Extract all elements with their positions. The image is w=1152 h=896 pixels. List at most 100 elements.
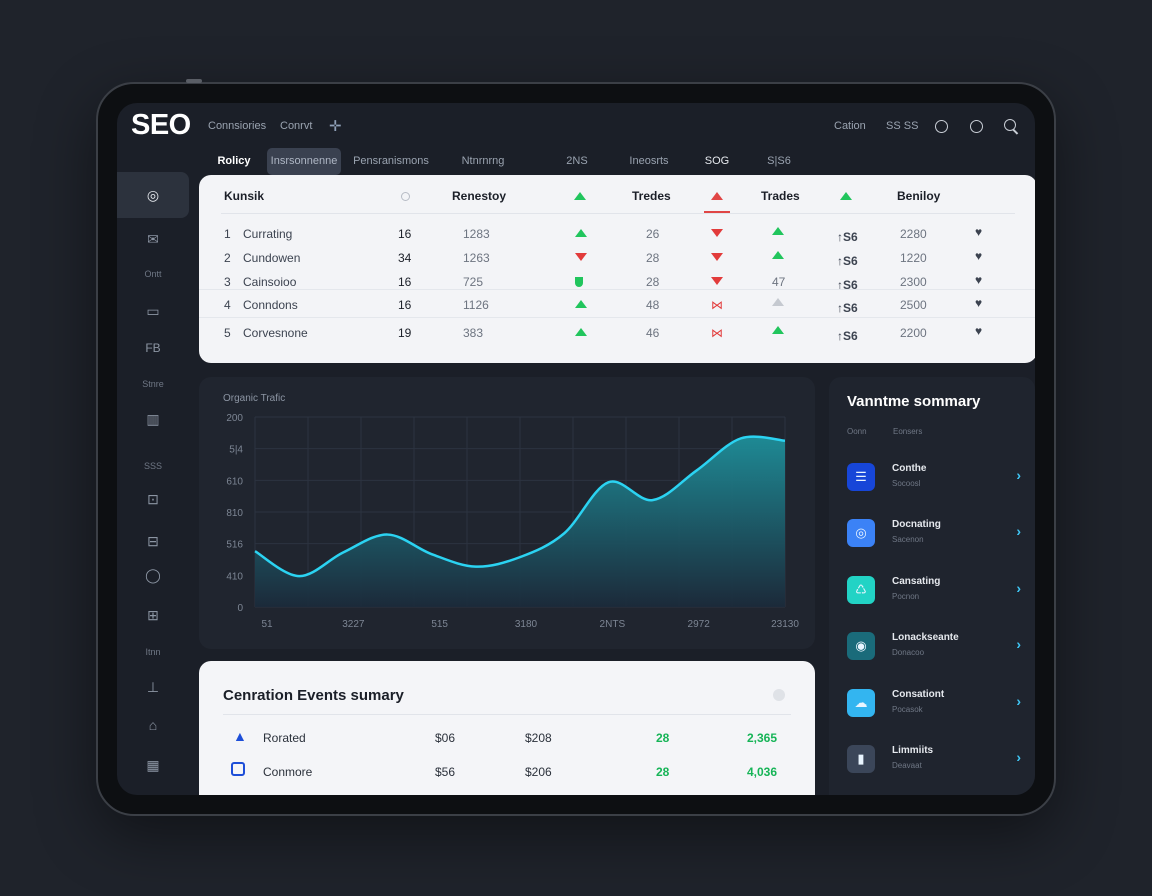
events-summary-card: Cenration Events sumary ▲ Rorated $06 $2…: [199, 661, 815, 795]
sidebar-item-itnn[interactable]: Itnn: [145, 647, 161, 657]
sidebar-item-box[interactable]: ⊡: [117, 491, 189, 508]
sidebar-item-home[interactable]: ⌂: [117, 717, 189, 733]
volume: 1263: [463, 251, 490, 265]
chevron-right-icon[interactable]: ›: [1016, 467, 1021, 483]
chevron-right-icon[interactable]: ›: [1016, 523, 1021, 539]
heart-icon[interactable]: ♥: [975, 249, 983, 263]
sidebar-item-ontt[interactable]: Ontt: [144, 269, 162, 279]
heart-icon[interactable]: ♥: [975, 225, 983, 239]
position: 16: [398, 275, 412, 289]
position: 16: [398, 298, 412, 312]
keyword-name: Currating: [243, 227, 293, 241]
summary-item-desc: Deavaat: [892, 761, 922, 770]
table-row[interactable]: 4 Conndons 16 1126 48 ⋈ ↑S6 2500 ♥: [199, 289, 1035, 317]
summary-item[interactable]: ☁ Consationt Pocasok ›: [847, 683, 1027, 727]
tab-rolicy[interactable]: Rolicy: [217, 155, 251, 167]
summary-item[interactable]: ◎ Docnating Sacenon ›: [847, 513, 1027, 557]
table-row[interactable]: 3 Cainsoioo 16 725 28 47 ↑S6 2300 ♥: [199, 267, 1035, 295]
chart-icon: ⊞: [147, 607, 159, 623]
sidebar-item-stnre[interactable]: Stnre: [142, 379, 164, 389]
chevron-right-icon[interactable]: ›: [1016, 580, 1021, 596]
header-link-cation[interactable]: Cation: [834, 120, 866, 132]
x-tick-label: 2NTS: [600, 619, 626, 630]
heart-icon[interactable]: ♥: [975, 324, 983, 338]
header-link-ss[interactable]: SS SS: [886, 120, 919, 132]
col-header-renestoy[interactable]: Renestoy: [452, 189, 507, 203]
event-value-a: $56: [435, 765, 456, 779]
y-tick-label: 610: [226, 476, 243, 487]
chevron-right-icon[interactable]: ›: [1016, 636, 1021, 652]
x-tick-label: 3227: [342, 619, 365, 630]
summary-item[interactable]: ☰ Conthe Socoosl ›: [847, 457, 1027, 501]
col-header-trades[interactable]: Trades: [761, 189, 800, 203]
summary-item-name: Conthe: [892, 463, 927, 474]
summary-item[interactable]: ♺ Cansating Pocnon ›: [847, 570, 1027, 614]
summary-item-desc: Donacoo: [892, 648, 925, 657]
sidebar-item-chart[interactable]: ⊞: [117, 607, 189, 624]
y-tick-label: 5|4: [229, 445, 243, 456]
col-header-kunsik[interactable]: Kunsik: [224, 189, 265, 203]
circle-icon[interactable]: [935, 120, 948, 133]
heart-icon[interactable]: ♥: [975, 273, 983, 287]
tab-insrsonnenne[interactable]: Insrsonnenne: [267, 148, 341, 175]
summary-panel: Vanntme sommary Oonn Eonsers ☰ Conthe So…: [829, 377, 1035, 795]
sidebar-item-mail[interactable]: ✉: [117, 231, 189, 248]
col-header-beniloy[interactable]: Beniloy: [897, 189, 941, 203]
chevron-right-icon[interactable]: ›: [1016, 749, 1021, 765]
sidebar-item-sss[interactable]: SSS: [143, 461, 162, 471]
x-tick-label: 515: [431, 619, 448, 630]
col-header-tredes[interactable]: Tredes: [632, 189, 671, 203]
summary-item-icon: ☰: [847, 463, 875, 491]
summary-item-icon: ☁: [847, 689, 875, 717]
mini-badge: ↑S6: [837, 230, 858, 244]
sidebar-item-tree[interactable]: ⊥: [117, 679, 189, 696]
plus-icon[interactable]: ✛: [329, 118, 342, 135]
home-icon: ⌂: [148, 717, 158, 733]
tab-ntnrnrng[interactable]: Ntnrnrng: [461, 155, 505, 167]
summary-item[interactable]: ◉ Lonackseante Donacoo ›: [847, 626, 1027, 670]
nav-link-conrvt[interactable]: Conrvt: [280, 120, 313, 132]
sidebar-item-truck[interactable]: ⊟: [117, 533, 189, 550]
search-icon[interactable]: [1004, 119, 1016, 131]
tab-s-s6[interactable]: S|S6: [767, 155, 791, 167]
sidebar-item-bars[interactable]: ▥: [117, 411, 189, 428]
chevron-right-icon[interactable]: ›: [1016, 693, 1021, 709]
up-arrow-icon: [840, 192, 852, 200]
keyword-name: Cundowen: [243, 251, 301, 265]
sort-icon[interactable]: [401, 192, 410, 201]
trend-icon: [711, 229, 723, 237]
active-sort-indicator: [704, 211, 730, 213]
tab-pensranismons[interactable]: Pensranismons: [353, 155, 429, 167]
nav-link-connsiories[interactable]: Connsiories: [208, 120, 267, 132]
smiley-icon[interactable]: [970, 120, 983, 133]
heart-icon[interactable]: ♥: [975, 296, 983, 310]
position: 19: [398, 326, 412, 340]
table-row[interactable]: ▲ Rorated $06 $208 28 2,365: [199, 723, 815, 753]
rank: 4: [224, 298, 231, 312]
tab-2ns[interactable]: 2NS: [566, 155, 588, 167]
event-value-c: 28: [656, 765, 670, 779]
truck-icon: ⊟: [147, 533, 159, 549]
trend-icon: [575, 253, 587, 261]
tab-ineosrts[interactable]: Ineosrts: [629, 155, 669, 167]
organic-traffic-chart: 200 5|4 610 810 516 410 0 51 3227 515 3180 2NTS 2972…: [226, 413, 799, 630]
tredes-value: 28: [646, 251, 660, 265]
summary-item[interactable]: ▮ Limmiits Deavaat ›: [847, 739, 1027, 783]
table-row[interactable]: 5 Corvesnone 19 383 46 ⋈ ↑S6 2200 ♥: [199, 317, 1035, 345]
shield-icon: [231, 762, 245, 776]
event-value-c: 28: [656, 731, 670, 745]
tredes-value: 26: [646, 227, 660, 241]
sidebar-item-chat[interactable]: ◎: [117, 172, 189, 218]
sidebar-item-window[interactable]: ▭: [117, 303, 189, 320]
tree-icon: ⊥: [146, 679, 160, 695]
options-dot-icon[interactable]: [773, 689, 785, 701]
tab-sog[interactable]: SOG: [704, 155, 730, 167]
table-row[interactable]: Conmore $56 $206 28 4,036: [199, 757, 815, 787]
sidebar-item-bubble[interactable]: ◯: [117, 567, 189, 584]
table-row[interactable]: 1 Currating 16 1283 26 ↑S6 2280 ♥: [199, 219, 1035, 247]
sidebar-item-table[interactable]: ▦: [117, 757, 189, 774]
table-row[interactable]: 2 Cundowen 34 1263 28 ↑S6 1220 ♥: [199, 243, 1035, 271]
beniloy-value: 2280: [900, 227, 927, 241]
window-icon: ▭: [146, 303, 160, 319]
sidebar-item-grid[interactable]: FB: [117, 341, 189, 355]
